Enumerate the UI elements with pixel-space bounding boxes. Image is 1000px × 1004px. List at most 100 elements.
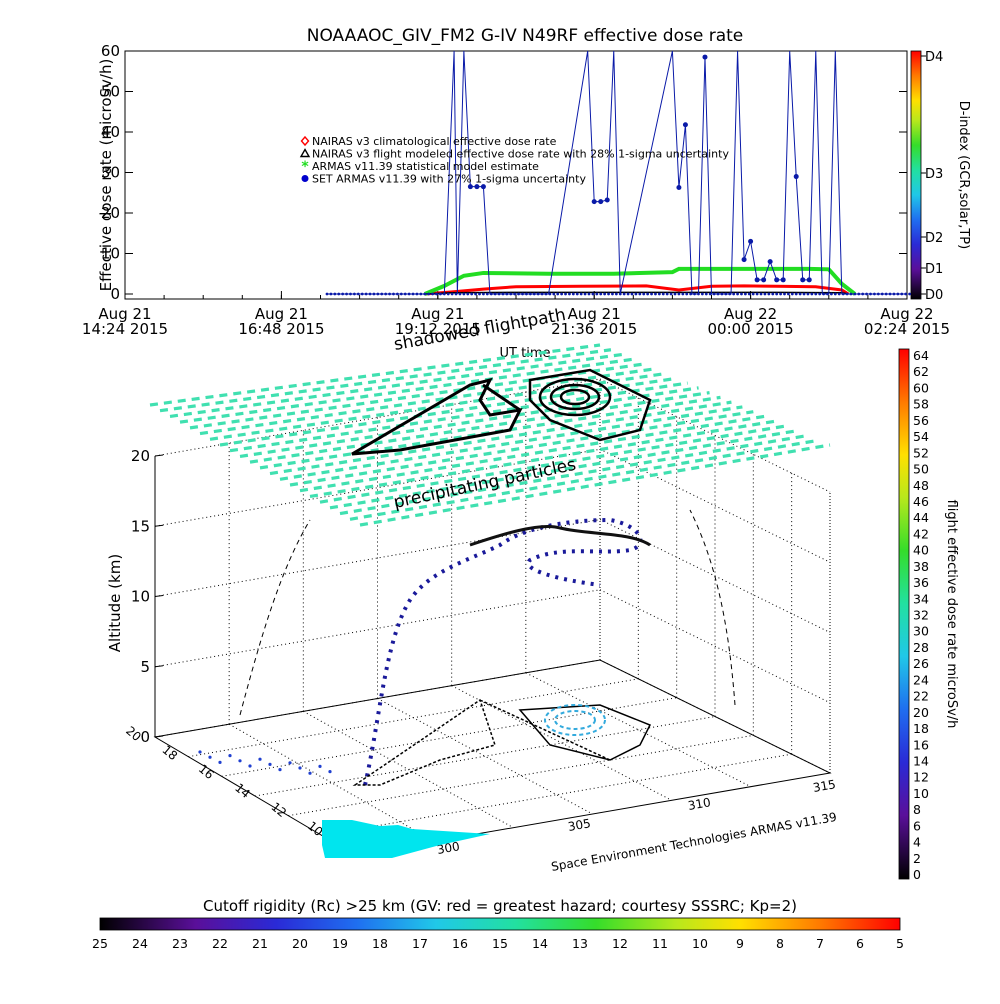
d-index-label: D1 <box>925 262 943 277</box>
dose-tick-label: 14 <box>913 753 929 768</box>
series-line-2 <box>424 291 849 295</box>
dose-tick-label: 56 <box>913 413 929 428</box>
set-armas-baseline-point <box>345 292 348 296</box>
legend-label: ARMAS v11.39 statistical model estimate <box>312 160 539 173</box>
cutoff-tick-label: 23 <box>172 936 188 951</box>
cutoff-colorbar <box>99 917 901 931</box>
z-tick-label: 5 <box>140 658 150 676</box>
set-armas-baseline-point <box>399 292 403 296</box>
z-ticks: 0 5 10 15 20 <box>131 447 164 746</box>
cutoff-tick-label: 15 <box>492 936 508 951</box>
set-armas-baseline-point <box>356 292 360 296</box>
set-armas-baseline-point <box>654 292 657 296</box>
legend-marker <box>301 175 309 182</box>
precip-dash-row <box>269 400 732 476</box>
set-armas-baseline-point <box>544 292 548 296</box>
precip-dash-row <box>159 348 612 413</box>
legend-marker: * <box>301 159 309 175</box>
set-armas-baseline-point <box>575 292 579 296</box>
precip-dash-row <box>149 343 601 407</box>
set-armas-baseline-point <box>474 292 477 296</box>
set-armas-point <box>774 277 780 283</box>
floor-blue-point <box>308 771 312 775</box>
lat-tick-label: 18 <box>159 743 180 764</box>
floor-flightpath-loop <box>518 704 652 761</box>
top-legend: NAIRAS v3 climatological effective dose … <box>299 135 729 186</box>
set-armas-baseline-point <box>634 292 638 296</box>
x-tick-label: 21:36 2015 <box>551 320 637 338</box>
dose-tick-label: 12 <box>913 770 929 785</box>
d-index-labels: D4 D3 D2 D1 D0 <box>921 50 943 303</box>
precip-dash-row <box>219 376 677 447</box>
set-armas-baseline-point <box>552 292 556 296</box>
set-armas-baseline-point <box>767 292 771 296</box>
set-armas-baseline-point <box>841 292 845 296</box>
d-index-label: D3 <box>925 167 943 182</box>
set-armas-baseline-point <box>341 292 345 296</box>
dose-tick-label: 32 <box>913 608 929 623</box>
set-armas-baseline-point <box>411 292 415 296</box>
set-armas-baseline-point <box>755 292 759 296</box>
set-armas-baseline-point <box>779 292 782 296</box>
set-armas-baseline-point <box>497 292 501 296</box>
set-armas-baseline-point <box>403 292 407 296</box>
set-armas-baseline-point <box>528 292 532 296</box>
top-y-ticks: 0 10 20 30 40 50 60 <box>101 42 907 303</box>
set-armas-baseline-point <box>442 292 446 296</box>
z-tick-label: 15 <box>131 517 150 535</box>
set-armas-baseline-point <box>407 292 411 296</box>
floor-blue-point <box>218 760 222 765</box>
set-armas-baseline-point <box>427 292 431 296</box>
set-armas-baseline-point <box>822 292 825 296</box>
set-armas-baseline-point <box>384 292 388 296</box>
set-armas-baseline-point <box>329 292 333 296</box>
set-armas-baseline-point <box>591 292 595 296</box>
set-armas-baseline-point <box>861 292 865 296</box>
set-armas-baseline-point <box>439 292 442 296</box>
lon-tick-label: 305 <box>567 816 592 834</box>
dose-tick-label: 0 <box>913 867 921 882</box>
set-armas-baseline-point <box>880 292 884 296</box>
dose-tick-label: 28 <box>913 640 929 655</box>
lat-tick-label: 14 <box>232 781 253 802</box>
set-armas-baseline-point <box>884 292 888 296</box>
d-index-colorbar <box>910 50 922 300</box>
set-armas-baseline-point <box>786 292 790 296</box>
set-armas-baseline-point <box>368 292 372 296</box>
floor-blue-point <box>238 759 242 763</box>
dose-tick-label: 6 <box>913 818 921 833</box>
set-armas-baseline-point <box>849 292 853 296</box>
floor-blue-point <box>298 766 302 770</box>
dose-tick-label: 24 <box>913 672 929 687</box>
3d-flightpath-segment <box>469 525 651 547</box>
set-armas-baseline-point <box>763 292 767 296</box>
floor-gridline <box>221 697 677 777</box>
set-armas-baseline-point <box>833 292 837 296</box>
y-tick-label: 50 <box>101 83 120 101</box>
set-armas-baseline-point <box>704 292 708 296</box>
x-tick-label: Aug 21 <box>98 305 151 323</box>
lon-tick-label: 310 <box>687 795 712 813</box>
set-armas-baseline-point <box>325 292 329 296</box>
shadow-flightpath-orbit <box>538 377 612 417</box>
x-tick-label: Aug 22 <box>880 305 933 323</box>
dose-tick-label: 36 <box>913 575 929 590</box>
top-y-axis-label: Effective dose rate (microSv/h) <box>97 59 115 292</box>
set-armas-baseline-point <box>751 292 755 296</box>
set-armas-baseline-point <box>513 292 517 296</box>
set-armas-point <box>767 259 773 265</box>
set-armas-baseline-point <box>395 292 399 296</box>
legend-label: NAIRAS v3 climatological effective dose … <box>312 135 557 148</box>
dose-colorbar <box>898 348 910 880</box>
set-armas-baseline-point <box>708 292 712 296</box>
set-armas-baseline-point <box>450 292 454 296</box>
set-armas-baseline-point <box>603 292 607 296</box>
x-tick-label: Aug 21 <box>411 305 464 323</box>
cutoff-tick-label: 20 <box>292 936 308 951</box>
set-armas-baseline-point <box>540 292 544 296</box>
set-armas-baseline-point <box>830 292 833 296</box>
y-tick-label: 20 <box>101 204 120 222</box>
dose-tick-label: 52 <box>913 445 929 460</box>
floor-blue-point <box>268 762 272 767</box>
set-armas-baseline-point <box>716 292 720 296</box>
